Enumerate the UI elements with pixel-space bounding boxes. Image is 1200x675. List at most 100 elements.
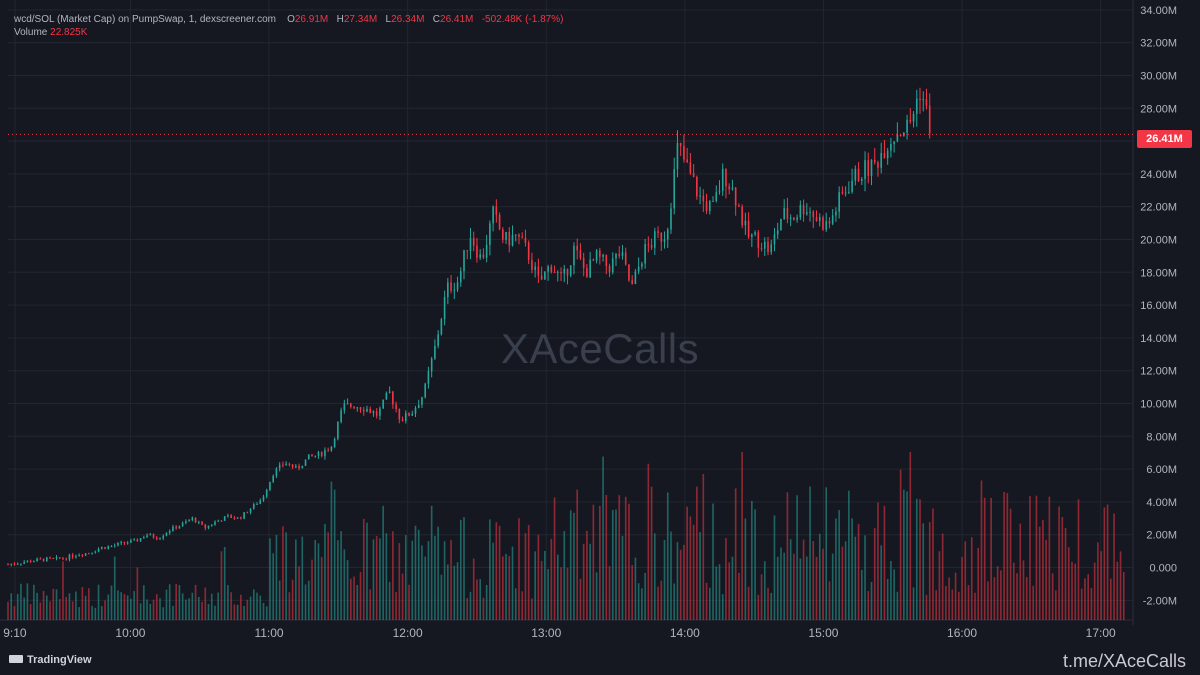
volume-bar <box>110 585 113 620</box>
volume-bar <box>1038 526 1041 620</box>
candle-body <box>754 232 756 235</box>
volume-bar <box>120 592 123 620</box>
candle-body <box>340 410 342 423</box>
volume-bar <box>1042 519 1044 620</box>
candle-body <box>922 99 925 101</box>
candle-body <box>712 200 714 202</box>
candle-body <box>311 454 313 456</box>
volume-bar <box>123 594 126 620</box>
candle-body <box>883 153 886 159</box>
candle-body <box>343 403 346 411</box>
legend-low-value: 26.34M <box>391 14 425 25</box>
candle-body <box>81 555 84 557</box>
candle-body <box>20 563 22 565</box>
volume-bar <box>828 581 831 620</box>
candle-body <box>498 214 501 230</box>
volume-bar <box>547 569 549 620</box>
candle-body <box>33 561 35 563</box>
volume-bar <box>595 572 598 620</box>
volume-bar <box>317 543 320 620</box>
volume-bar <box>650 486 653 620</box>
volume-bar <box>789 539 792 620</box>
volume-bar <box>919 499 921 620</box>
candle-body <box>42 558 45 561</box>
volume-bar <box>58 599 61 620</box>
volume-bar <box>1016 573 1018 620</box>
volume-bar <box>741 452 743 620</box>
candle-body <box>815 217 818 221</box>
volume-bar <box>453 565 456 620</box>
watermark-text: XAceCalls <box>500 325 700 372</box>
candle-body <box>120 541 123 543</box>
candle-body <box>841 192 844 194</box>
volume-bar <box>679 549 682 620</box>
volume-bar <box>721 594 724 620</box>
volume-bar <box>356 584 359 620</box>
volume-bar <box>375 536 378 620</box>
candle-body <box>896 134 899 142</box>
candle-body <box>573 245 575 266</box>
volume-bar <box>1116 561 1119 620</box>
candle-body <box>68 554 71 560</box>
volume-bar <box>544 550 546 620</box>
candle-body <box>240 517 242 519</box>
candle-body <box>233 517 236 519</box>
candle-body <box>7 564 9 566</box>
volume-bar <box>16 593 19 620</box>
volume-bar <box>382 505 384 620</box>
volume-bar <box>201 601 203 620</box>
candle-body <box>411 413 414 416</box>
legend-volume-value: 22.825K <box>50 27 88 38</box>
volume-bar <box>663 540 666 620</box>
volume-bar <box>466 597 469 620</box>
volume-bar <box>369 589 372 620</box>
candle-body <box>621 252 624 256</box>
candle-body <box>822 217 824 230</box>
volume-bar <box>608 566 611 620</box>
volume-bar <box>243 605 245 620</box>
volume-bar <box>450 540 452 620</box>
candle-body <box>427 371 430 384</box>
volume-bar <box>734 488 737 620</box>
candle-body <box>537 266 540 276</box>
volume-bar <box>806 556 808 620</box>
volume-bar <box>624 496 627 620</box>
telegram-link[interactable]: t.me/XAceCalls <box>1062 651 1186 671</box>
volume-bar <box>860 569 863 620</box>
candle-body <box>447 282 449 298</box>
volume-bar <box>191 592 194 620</box>
volume-bar <box>666 492 669 620</box>
x-tick-label: 9:10 <box>3 626 27 640</box>
candle-body <box>185 521 187 523</box>
candle-body <box>443 297 446 320</box>
volume-bar <box>362 518 365 620</box>
volume-bar <box>505 553 507 620</box>
volume-bar <box>1022 560 1025 620</box>
tradingview-logo[interactable]: TradingView <box>9 654 92 666</box>
candle-body <box>547 266 549 272</box>
chart-legend: wcd/SOL (Market Cap) on PumpSwap, 1, dex… <box>14 13 563 39</box>
volume-bar <box>55 589 58 620</box>
candle-body <box>353 406 355 409</box>
volume-bar <box>469 591 472 620</box>
volume-bar <box>990 497 992 620</box>
volume-bar <box>68 593 71 620</box>
volume-bar <box>922 523 925 620</box>
volume-bar <box>1071 561 1073 620</box>
candle-body <box>531 259 533 270</box>
candle-body <box>809 211 811 213</box>
candle-body <box>372 411 375 413</box>
candle-body <box>214 521 216 525</box>
volume-bar <box>566 567 569 620</box>
candle-body <box>97 548 100 552</box>
volume-bar <box>534 551 536 620</box>
volume-bar <box>155 594 158 620</box>
volume-bar <box>476 579 478 620</box>
y-tick-label: 28.00M <box>1140 103 1177 115</box>
volume-bar <box>899 469 902 620</box>
volume-bar <box>502 556 504 620</box>
candle-body <box>928 105 931 134</box>
volume-bar <box>654 533 656 620</box>
candle-body <box>589 259 591 278</box>
volume-bar <box>340 531 342 620</box>
